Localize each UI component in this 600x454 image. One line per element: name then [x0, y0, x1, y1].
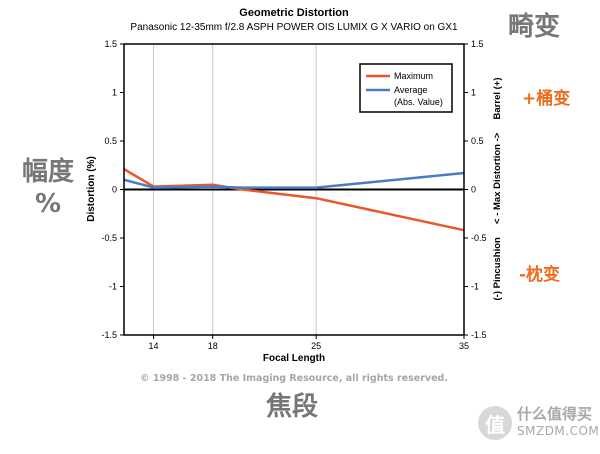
chart-title: Geometric Distortion	[239, 7, 349, 19]
y-tick-label-left: -1.5	[101, 330, 117, 340]
chart-subtitle: Panasonic 12-35mm f/2.8 ASPH POWER OIS L…	[130, 22, 458, 33]
y-tick-label-right: -1.5	[471, 330, 487, 340]
watermark-site: SMZDM.COM	[517, 424, 600, 438]
annotation-pincushion: -枕变	[519, 265, 561, 285]
right-axis-label: (-) Pincushion < - Max Distortion -> Bar…	[492, 77, 503, 300]
annotation-barrel: +桶变	[522, 89, 571, 109]
y-tick-label-right: 0.5	[471, 136, 484, 146]
x-tick-label: 35	[459, 341, 469, 351]
y-tick-label-right: 1	[471, 88, 476, 98]
left-y-ticks: 1.5 1 0.5 0 -0.5 -1 -1.5	[101, 39, 124, 340]
copyright: © 1998 - 2018 The Imaging Resource, all …	[140, 373, 448, 384]
x-ticks: 14 18 25 35	[149, 335, 469, 351]
watermark: 值 什么值得买 SMZDM.COM	[478, 406, 599, 440]
y-axis-label: Distortion (%)	[86, 156, 97, 222]
series-line-average	[123, 171, 465, 189]
x-tick-label: 18	[208, 341, 218, 351]
y-tick-label-left: 0.5	[104, 136, 117, 146]
legend-label-maximum: Maximum	[394, 71, 433, 81]
legend-label-average-note: (Abs. Value)	[394, 97, 443, 107]
watermark-badge-icon: 值	[478, 406, 512, 440]
x-axis-label: Focal Length	[263, 353, 325, 364]
right-y-ticks: 1.5 1 0.5 0 -0.5 -1 -1.5	[464, 39, 487, 340]
y-tick-label-right: -0.5	[471, 233, 487, 243]
y-tick-label-right: -1	[471, 282, 479, 292]
y-tick-label-left: -0.5	[101, 233, 117, 243]
legend: Maximum Average (Abs. Value)	[359, 63, 453, 113]
legend-box	[359, 63, 453, 113]
annotation-focal-length: 焦段	[266, 392, 319, 422]
watermark-text: 什么值得买 SMZDM.COM	[517, 406, 599, 440]
y-tick-label-left: 0	[112, 185, 117, 195]
y-tick-label-left: -1	[109, 282, 117, 292]
annotation-amplitude-line1: 幅度	[21, 157, 74, 187]
legend-label-average: Average	[394, 85, 427, 95]
x-tick-label: 25	[311, 341, 321, 351]
series-lines	[123, 168, 465, 232]
watermark-name: 什么值得买	[517, 405, 593, 423]
x-tick-label: 14	[149, 341, 159, 351]
y-tick-label-left: 1.5	[104, 39, 117, 49]
annotation-amplitude: 幅度 %	[18, 156, 78, 220]
y-tick-label-right: 0	[471, 185, 476, 195]
y-tick-label-right: 1.5	[471, 39, 484, 49]
annotation-distortion: 畸变	[508, 12, 561, 42]
annotation-amplitude-line2: %	[34, 189, 62, 219]
y-tick-label-left: 1	[112, 88, 117, 98]
